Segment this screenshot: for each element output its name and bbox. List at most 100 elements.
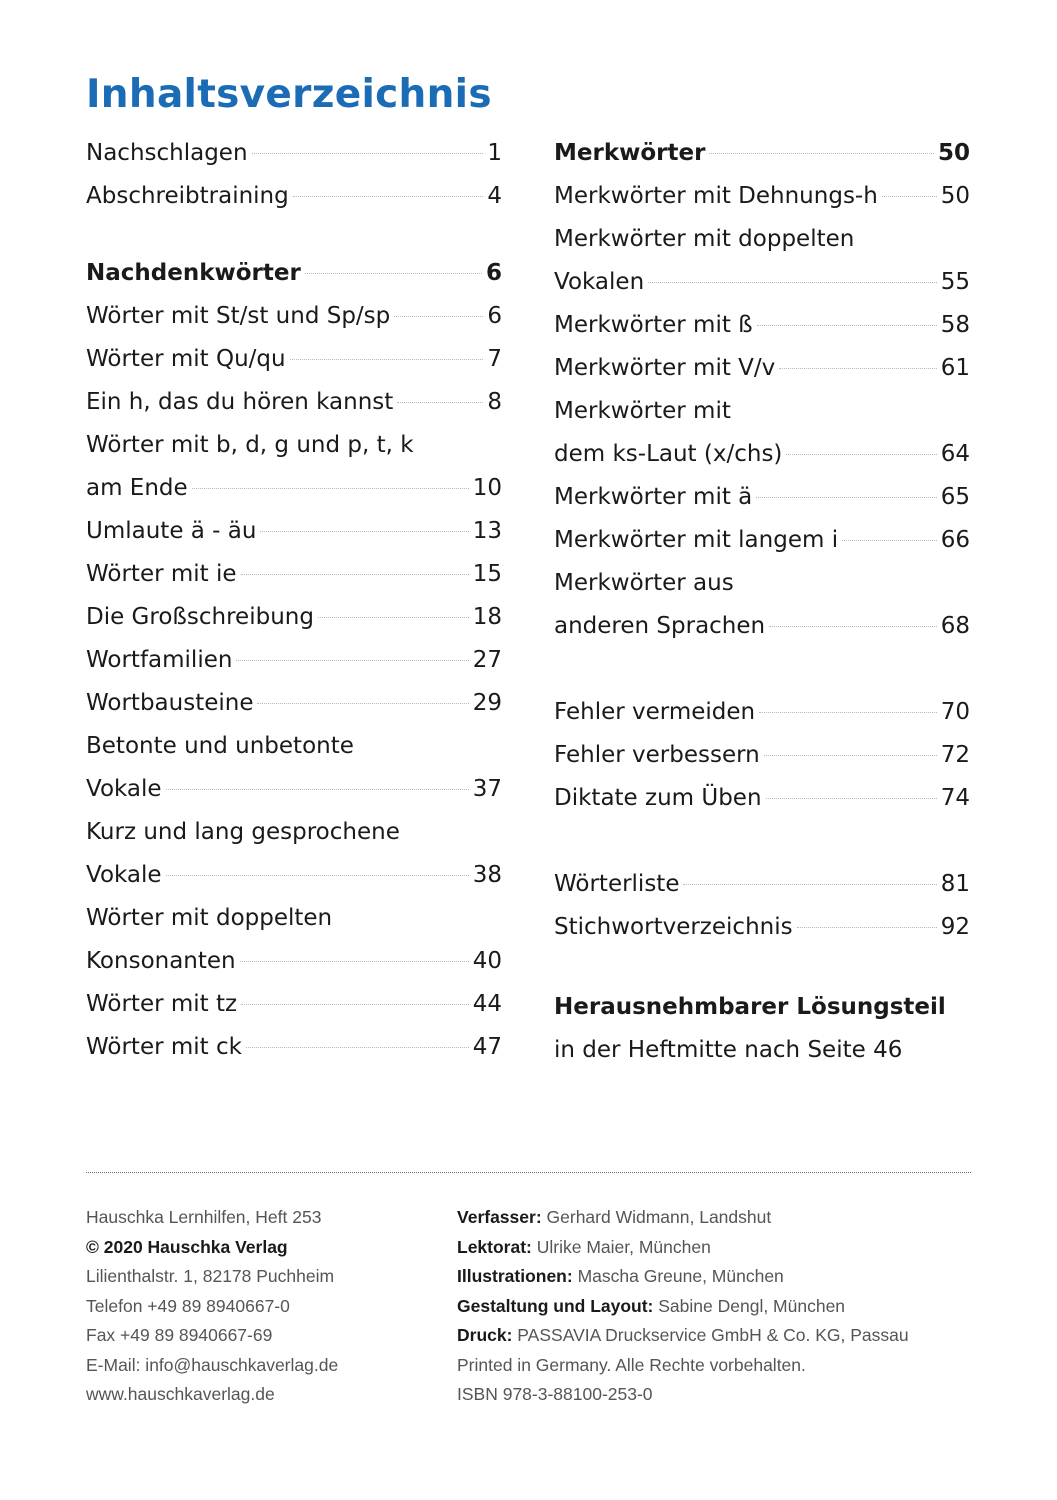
toc-entry[interactable]: Herausnehmbarer Lösungsteil — [554, 986, 970, 1029]
toc-entry[interactable]: Wortbausteine 29 — [86, 682, 502, 725]
toc-entry-page: 37 — [472, 776, 502, 803]
toc-entry-title: Merkwörter mit ß — [554, 312, 753, 338]
toc-entry[interactable]: Merkwörter aus — [554, 562, 970, 605]
imprint-text: Fax +49 89 8940667-69 — [86, 1325, 273, 1345]
toc-entry[interactable]: Konsonanten 40 — [86, 940, 502, 983]
toc-entry[interactable]: Stichwortverzeichnis 92 — [554, 906, 970, 949]
toc-entry-title: Diktate zum Üben — [554, 785, 762, 811]
toc-entry-title: Merkwörter mit Dehnungs-h — [554, 183, 878, 209]
toc-entry[interactable]: am Ende 10 — [86, 467, 502, 510]
toc-entry-title: Wortfamilien — [86, 647, 233, 674]
toc-entry-title: Wörter mit ck — [86, 1034, 242, 1061]
toc-group: Merkwörter 50 Merkwörter mit Dehnungs-h 50 M… — [554, 132, 970, 648]
toc-entry-page: 58 — [940, 312, 970, 338]
toc-entry-title: Merkwörter mit — [554, 398, 731, 424]
imprint-line: Druck: PASSAVIA Druckservice GmbH & Co. … — [457, 1321, 909, 1351]
toc-entry-page: 47 — [472, 1034, 502, 1061]
toc-entry[interactable]: Merkwörter mit ß 58 — [554, 304, 970, 347]
toc-entry-title: Wörterliste — [554, 871, 680, 897]
dot-leader — [394, 316, 484, 318]
dot-leader — [786, 454, 937, 455]
dot-leader — [796, 927, 937, 928]
toc-entry-title: anderen Sprachen — [554, 613, 766, 639]
toc-entry-page: 64 — [940, 441, 970, 467]
toc-entry[interactable]: Merkwörter mit langem i 66 — [554, 519, 970, 562]
toc-entry[interactable]: Abschreibtraining 4 — [86, 175, 502, 218]
toc-entry[interactable]: Wörterliste 81 — [554, 863, 970, 906]
toc-entry-title: Merkwörter mit doppelten — [554, 226, 855, 252]
toc-entry[interactable]: Fehler vermeiden 70 — [554, 691, 970, 734]
toc-entry[interactable]: Nachschlagen 1 — [86, 132, 502, 175]
toc-entry-page: 29 — [472, 690, 502, 717]
toc-entry[interactable]: anderen Sprachen 68 — [554, 605, 970, 648]
toc-left-column: Nachschlagen 1 Abschreibtraining 4 Nachdenkw… — [86, 132, 502, 1069]
toc-entry[interactable]: Kurz und lang gesprochene — [86, 811, 502, 854]
toc-entry[interactable]: Merkwörter mit — [554, 390, 970, 433]
toc-entry-page: 40 — [472, 948, 502, 975]
toc-entry[interactable]: Merkwörter mit doppelten — [554, 218, 970, 261]
imprint-line: Lektorat: Ulrike Maier, München — [457, 1233, 909, 1263]
toc-entry[interactable]: Wörter mit Qu/qu 7 — [86, 338, 502, 381]
imprint-label: Lektorat: — [457, 1236, 532, 1257]
imprint-line: Hauschka Lernhilfen, Heft 253 — [86, 1203, 338, 1233]
toc-entry[interactable]: Betonte und unbetonte — [86, 725, 502, 768]
toc-entry[interactable]: Die Großschreibung 18 — [86, 596, 502, 639]
toc-entry[interactable]: in der Heftmitte nach Seite 46 — [554, 1029, 970, 1072]
toc-entry-title: Herausnehmbarer Lösungsteil — [554, 993, 946, 1020]
imprint-line: Printed in Germany. Alle Rechte vorbehal… — [457, 1351, 909, 1381]
toc-entry[interactable]: Merkwörter mit ä 65 — [554, 476, 970, 519]
imprint-text: Mascha Greune, München — [572, 1266, 784, 1286]
dot-leader — [881, 196, 937, 197]
imprint-text: Hauschka Lernhilfen, Heft 253 — [86, 1207, 322, 1227]
toc-entry-title: dem ks-Laut (x/chs) — [554, 441, 783, 467]
toc-entry[interactable]: Wortfamilien 27 — [86, 639, 502, 682]
toc-entry-page: 70 — [940, 699, 970, 725]
imprint-line: ISBN 978-3-88100-253-0 — [457, 1380, 909, 1410]
imprint-line: Gestaltung und Layout: Sabine Dengl, Mün… — [457, 1292, 909, 1322]
toc-entry-title: Wörter mit tz — [86, 991, 238, 1018]
toc-entry[interactable]: Merkwörter mit Dehnungs-h 50 — [554, 175, 970, 218]
toc-entry[interactable]: Wörter mit ie 15 — [86, 553, 502, 596]
toc-entry[interactable]: Vokale 37 — [86, 768, 502, 811]
dot-leader — [289, 359, 484, 361]
toc-entry[interactable]: Fehler verbessern 72 — [554, 734, 970, 777]
toc-group: Nachdenkwörter 6 Wörter mit St/st und Sp/s… — [86, 252, 502, 1069]
toc-entry[interactable]: Diktate zum Üben 74 — [554, 777, 970, 820]
dot-leader — [709, 153, 934, 154]
imprint-text: E-Mail: info@hauschkaverlag.de — [86, 1354, 339, 1375]
toc-entry-title: Vokale — [86, 776, 162, 803]
toc-entry[interactable]: Nachdenkwörter 6 — [86, 252, 502, 295]
dot-leader — [245, 1047, 469, 1049]
toc-entry-title: Abschreibtraining — [86, 183, 289, 209]
toc-entry[interactable]: Wörter mit ck 47 — [86, 1026, 502, 1069]
dot-leader — [765, 798, 937, 799]
toc-entry[interactable]: Wörter mit St/st und Sp/sp 6 — [86, 295, 502, 338]
toc-entry-title: Nachdenkwörter — [86, 260, 301, 287]
dot-leader — [769, 626, 937, 627]
toc-entry-page: 7 — [487, 346, 502, 373]
toc-entry[interactable]: Wörter mit tz 44 — [86, 983, 502, 1026]
toc-entry[interactable]: Umlaute ä - äu 13 — [86, 510, 502, 553]
toc-entry[interactable]: Vokalen 55 — [554, 261, 970, 304]
toc-entry[interactable]: Wörter mit b, d, g und p, t, k — [86, 424, 502, 467]
toc-entry[interactable]: dem ks-Laut (x/chs) 64 — [554, 433, 970, 476]
toc-entry-title: Wörter mit Qu/qu — [86, 346, 286, 373]
toc-entry-page: 50 — [937, 140, 970, 166]
toc-entry[interactable]: Wörter mit doppelten — [86, 897, 502, 940]
toc-entry-title: Konsonanten — [86, 948, 236, 975]
dot-leader — [191, 488, 469, 490]
dot-leader — [165, 875, 469, 877]
toc-entry-page: 92 — [940, 914, 970, 940]
imprint-publisher: Hauschka Lernhilfen, Heft 253 © 2020 Haus… — [86, 1203, 338, 1410]
imprint-text: Lilienthalstr. 1, 82178 Puchheim — [86, 1266, 335, 1286]
imprint-text: Printed in Germany. Alle Rechte vorbehal… — [457, 1354, 806, 1375]
toc-entry[interactable]: Vokale 38 — [86, 854, 502, 897]
dot-leader — [165, 789, 469, 791]
dotted-divider — [86, 1172, 971, 1173]
toc-group: Fehler vermeiden 70 Fehler verbessern 72 Dik… — [554, 691, 970, 820]
toc-entry[interactable]: Merkwörter mit V/v 61 — [554, 347, 970, 390]
toc-entry[interactable]: Ein h, das du hören kannst 8 — [86, 381, 502, 424]
toc-entry[interactable]: Merkwörter 50 — [554, 132, 970, 175]
dot-leader — [397, 402, 484, 404]
dot-leader — [756, 325, 937, 326]
